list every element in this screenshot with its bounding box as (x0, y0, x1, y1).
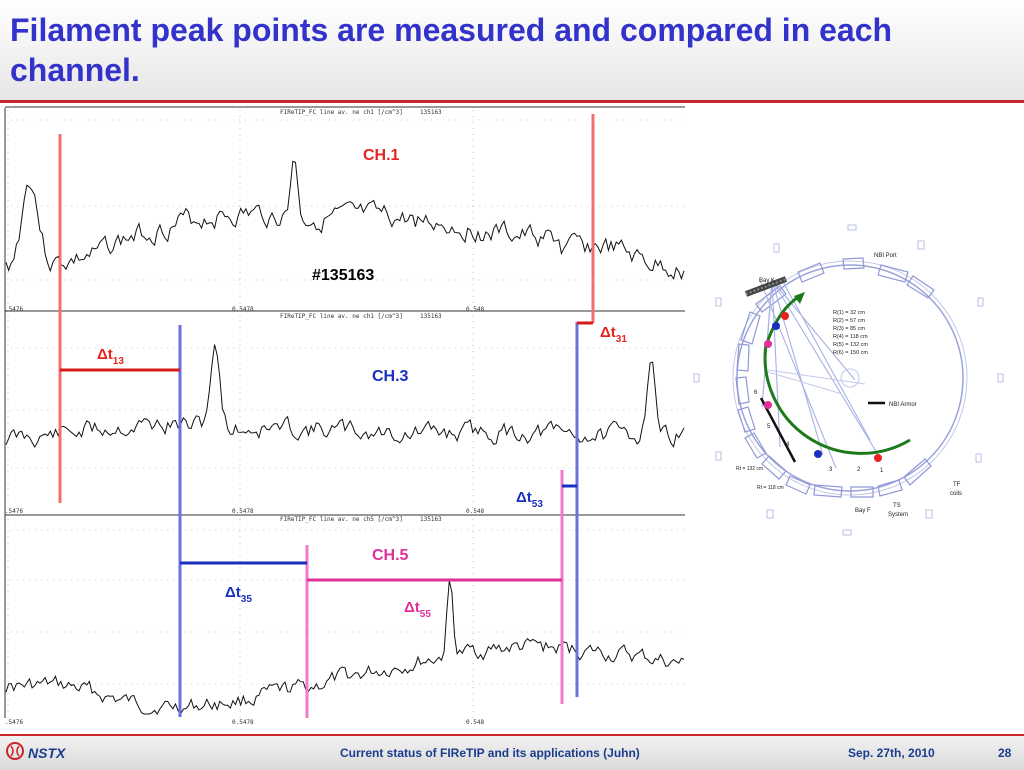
marker-ch5 (764, 340, 772, 348)
radius-legend: R(1) = 32 cm R(2) = 57 cm R(3) = 85 cm R… (833, 310, 868, 356)
radius-3: R(3) = 85 cm (833, 326, 865, 332)
slide-header: Filament peak points are measured and co… (0, 0, 1024, 103)
label-ts-2: System (888, 512, 908, 518)
label-bay-k: Bay K (759, 278, 775, 284)
chord-num-3: 3 (829, 467, 833, 473)
chord-numbers: 1 2 3 4 5 6 (754, 390, 884, 474)
marker-ch3 (772, 322, 780, 330)
footer-presentation-title: Current status of FIReTIP and its applic… (340, 746, 640, 760)
channel-label-ch1: CH.1 (363, 147, 400, 164)
tick-label-p5-2: 0.548 (466, 719, 484, 726)
tick-label-p3-0: .5476 (5, 508, 23, 515)
tick-label-p5-0: .5476 (5, 719, 23, 726)
chord-num-2: 2 (857, 467, 861, 473)
tick-label-p3-2: 0.548 (466, 508, 484, 515)
peak-markers (58, 114, 595, 718)
tick-label-p1-2: 0.548 (466, 306, 484, 313)
shot-number: #135163 (312, 267, 374, 284)
vessel-ports (735, 257, 935, 498)
radius-4: R(4) = 118 cm (833, 334, 868, 340)
radius-1: R(1) = 32 cm (833, 310, 865, 316)
label-rt-132: Rt = 132 cm (736, 466, 763, 472)
label-rt-118: Rt = 118 cm (757, 485, 784, 491)
channel-label-ch3: CH.3 (372, 368, 409, 385)
chord-num-6: 6 (754, 390, 758, 396)
label-dt55: Δt55 (404, 599, 431, 620)
arc-arrowhead (794, 292, 805, 304)
tf-coils (693, 224, 1004, 536)
firetip-chords (759, 279, 881, 469)
tick-label-p3-1: 0.5478 (232, 508, 254, 515)
label-nbi-port: NBI Port (874, 253, 897, 259)
marker-ch1 (781, 312, 789, 320)
channel-markers (764, 312, 882, 462)
panel-header-1: FIReTIP_FC line av. ne ch1 [/cm^3] (280, 109, 403, 116)
label-dt35: Δt35 (225, 584, 252, 605)
marker-ch5b (764, 401, 772, 409)
panel-header-5: FIReTIP_FC line av. ne ch5 [/cm^3] (280, 516, 403, 523)
chord-num-5: 5 (767, 424, 771, 430)
label-nbi-armor: NBI Armor (889, 402, 917, 408)
series-ch1-trace (5, 160, 685, 281)
chart-frame (4, 105, 686, 723)
footer-date: Sep. 27th, 2010 (848, 746, 935, 760)
label-tf-1: TF (953, 482, 961, 488)
chord-num-1: 1 (880, 468, 884, 474)
panel-shot-1: 135163 (420, 109, 442, 116)
slide-footer: NSTX Current status of FIReTIP and its a… (0, 734, 1024, 770)
panel-header-3: FIReTIP_FC line av. ne ch1 [/cm^3] (280, 313, 403, 320)
label-tf-2: coils (950, 491, 962, 497)
slide-title: Filament peak points are measured and co… (10, 12, 893, 88)
panel-shot-3: 135163 (420, 313, 442, 320)
nstx-logo-icon (6, 742, 24, 760)
tick-label-p1-1: 0.5478 (232, 306, 254, 313)
bay-k-port (744, 276, 788, 297)
radius-2: R(2) = 57 cm (833, 318, 865, 324)
chord-num-4: 4 (786, 442, 790, 448)
tick-label-p5-1: 0.5478 (232, 719, 254, 726)
footer-lab-name: NSTX (28, 745, 66, 761)
nstx-topview-diagram: NBI Port Bay K Bay F NBI Armor TS System… (693, 224, 1004, 536)
vessel-outer-wall (732, 260, 968, 496)
label-ts-1: TS (893, 503, 901, 509)
delta-bars (60, 321, 593, 582)
marker-ch3b (814, 450, 822, 458)
label-dt13: Δt13 (97, 346, 124, 367)
tick-label-p1-0: .5476 (5, 306, 23, 313)
density-profile-arc (763, 343, 911, 455)
series-ch3-trace (5, 344, 685, 448)
panel-shot-5: 135163 (420, 516, 442, 523)
slide-canvas: FIReTIP_FC line av. ne ch1 [/cm^3] 13516… (4, 105, 1004, 726)
chart-grid (5, 110, 685, 718)
radius-6: R(6) = 150 cm (833, 350, 868, 356)
label-bay-f: Bay F (855, 508, 871, 514)
center-stack (840, 368, 860, 388)
footer-page-number: 28 (998, 746, 1012, 760)
label-dt31: Δt31 (600, 324, 627, 345)
label-dt53: Δt53 (516, 489, 543, 510)
marker-ch1b (874, 454, 882, 462)
radius-5: R(5) = 132 cm (833, 342, 868, 348)
channel-label-ch5: CH.5 (372, 547, 409, 564)
series-ch5-trace (5, 580, 685, 715)
